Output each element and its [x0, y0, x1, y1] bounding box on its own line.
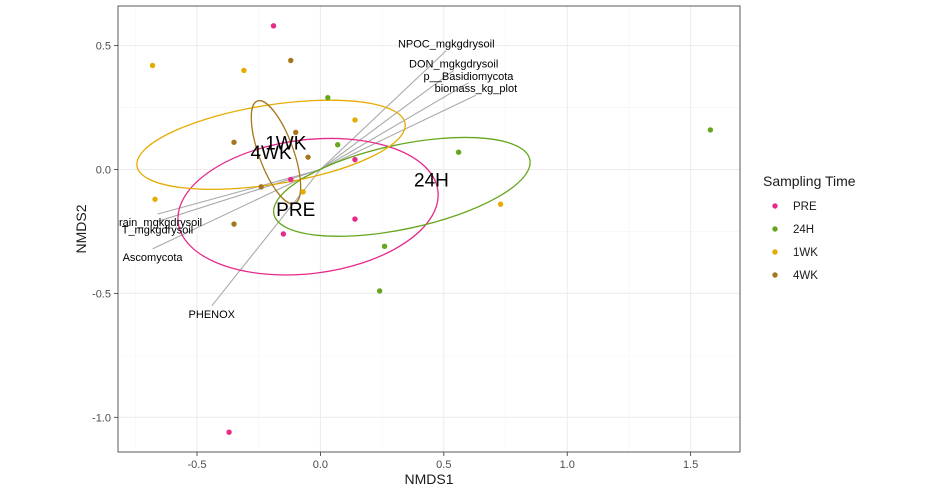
- vector-label: T_mgkgdrysoil: [122, 225, 194, 237]
- y-tick-label: 0.5: [96, 41, 111, 53]
- point-1wk: [300, 189, 306, 195]
- vector-label: grain_mgkgdrysoil: [113, 217, 202, 229]
- ellipse-4wk: [250, 99, 302, 205]
- grid-minor: [118, 6, 740, 452]
- x-axis-ticks: -0.5 0.0 0.5 1.0 1.5: [187, 452, 698, 471]
- panel-border: [117, 5, 741, 453]
- legend-key-24h: [772, 226, 778, 232]
- y-tick-label: -0.5: [92, 288, 111, 300]
- legend: Sampling Time PRE 24H 1WK 4WK: [763, 173, 856, 282]
- x-tick-label: 0.0: [313, 459, 328, 471]
- point-24h: [455, 149, 462, 155]
- vector-line: [320, 82, 469, 171]
- point-1wk: [149, 62, 156, 69]
- point-4wk: [258, 184, 264, 190]
- vector-line: [320, 69, 455, 170]
- vector-line: [157, 169, 321, 215]
- legend-label-24h: 24H: [793, 224, 814, 236]
- x-tick-label: 0.5: [436, 459, 451, 471]
- x-tick-label: 1.5: [683, 459, 698, 471]
- point-1wk: [497, 201, 504, 207]
- y-tick-label: -1.0: [92, 412, 111, 424]
- legend-key-1wk: [772, 249, 778, 255]
- vector-label: DON_mgkgdrysoil: [409, 58, 498, 70]
- legend-label-pre: PRE: [793, 201, 817, 213]
- point-pre: [280, 231, 287, 237]
- vector-arrows: [152, 50, 477, 307]
- x-tick-label: 1.0: [560, 459, 575, 471]
- x-axis-title: NMDS1: [404, 471, 453, 487]
- point-24h: [334, 142, 341, 148]
- grid-major: [118, 6, 740, 452]
- y-axis-title: NMDS2: [73, 204, 89, 253]
- vector-line: [320, 94, 477, 171]
- vector-label: p__Basidiomycota: [424, 71, 515, 83]
- legend-label-1wk: 1WK: [793, 247, 818, 259]
- x-tick-label: -0.5: [187, 459, 206, 471]
- group-ellipses: [136, 99, 531, 276]
- data-points: [149, 23, 714, 435]
- point-24h: [376, 288, 383, 294]
- vector-label: PHENOX: [189, 309, 236, 321]
- point-4wk: [231, 139, 237, 145]
- y-axis-ticks: 0.5 0.0 -0.5 -1.0: [92, 41, 118, 424]
- point-4wk: [288, 57, 294, 64]
- group-label-pre: PRE: [276, 200, 315, 221]
- point-24h: [381, 243, 388, 250]
- point-1wk: [152, 196, 158, 202]
- vector-line: [152, 169, 321, 250]
- vector-labels: NPOC_mgkgdrysoil DON_mgkgdrysoilp__Basidi…: [113, 39, 518, 321]
- point-4wk: [293, 129, 299, 136]
- point-1wk: [241, 67, 247, 74]
- vector-label: Ascomycota: [123, 252, 184, 264]
- point-pre: [352, 216, 358, 222]
- ellipse-pre: [177, 137, 439, 276]
- point-4wk: [231, 221, 237, 227]
- point-24h: [707, 127, 714, 133]
- point-pre: [226, 429, 232, 435]
- vector-line: [157, 169, 321, 223]
- legend-key-4wk: [772, 272, 778, 278]
- point-pre: [270, 23, 277, 29]
- point-24h: [325, 94, 331, 101]
- legend-key-pre: [772, 203, 778, 209]
- legend-title: Sampling Time: [763, 173, 856, 189]
- group-label-24h: 24H: [414, 170, 449, 191]
- vector-label: biomass_kg_plot: [435, 83, 518, 95]
- point-1wk: [352, 117, 358, 123]
- point-pre: [288, 176, 294, 183]
- point-pre: [352, 156, 358, 163]
- vector-line: [320, 50, 447, 170]
- group-label-4wk: 4WK: [250, 143, 292, 164]
- vector-label: NPOC_mgkgdrysoil: [398, 39, 495, 51]
- ellipse-1wk: [136, 99, 406, 190]
- group-label-1wk: 1WK: [265, 133, 307, 154]
- ellipse-24h: [272, 136, 531, 237]
- point-4wk: [305, 154, 311, 160]
- y-tick-label: 0.0: [96, 165, 111, 177]
- legend-label-4wk: 4WK: [793, 270, 818, 282]
